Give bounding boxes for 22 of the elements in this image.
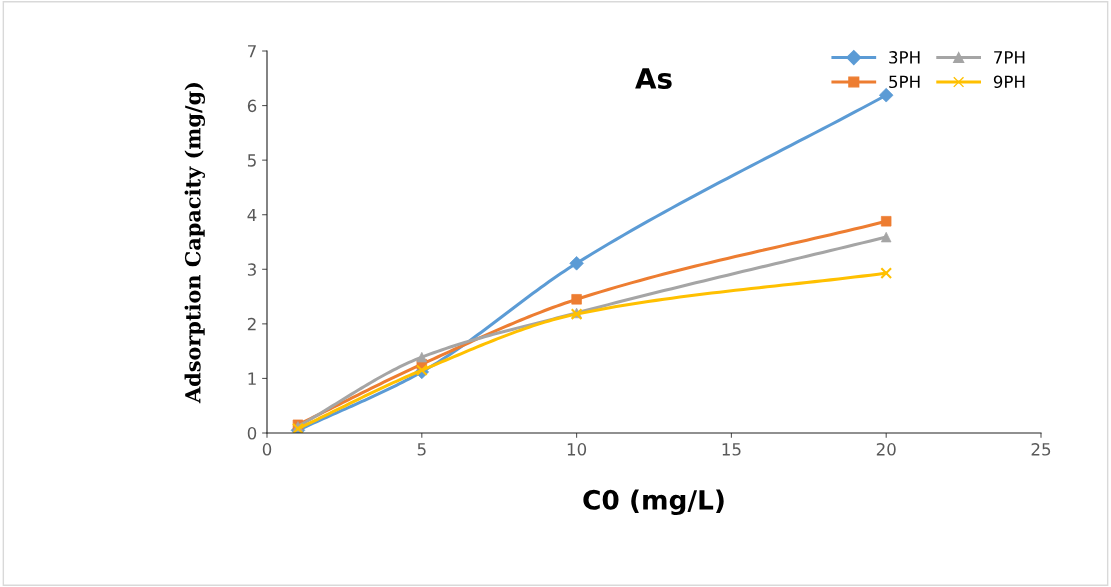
legend-label: 5PH — [889, 75, 920, 89]
x-axis-title: C0 (mg/L) — [583, 489, 724, 516]
y-axis-title: Adsorption Capacity (mg/g) — [184, 83, 206, 404]
y-tick-label: 4 — [247, 208, 257, 222]
y-tick-label: 1 — [248, 372, 256, 385]
legend-label: 9PH — [993, 75, 1025, 89]
y-tick-label: 0 — [247, 426, 257, 440]
x-tick-label: 0 — [262, 443, 272, 456]
y-tick-label: 7 — [248, 45, 256, 58]
point — [880, 267, 893, 280]
y-tick-label: 6 — [247, 99, 257, 113]
y-tick-label: 5 — [247, 154, 256, 167]
x-tick-label: 15 — [722, 443, 741, 456]
x-tick-label: 20 — [876, 443, 896, 456]
x-tick-label: 5 — [417, 443, 426, 456]
legend-label: 7PH — [994, 51, 1025, 64]
x-tick-label: 25 — [1031, 443, 1051, 456]
x-tick-label: 10 — [567, 443, 587, 456]
chart-title: As — [635, 68, 672, 89]
legend-label: 3PH — [889, 51, 920, 64]
y-tick-label: 3 — [247, 263, 256, 276]
y-tick-label: 2 — [247, 317, 256, 331]
